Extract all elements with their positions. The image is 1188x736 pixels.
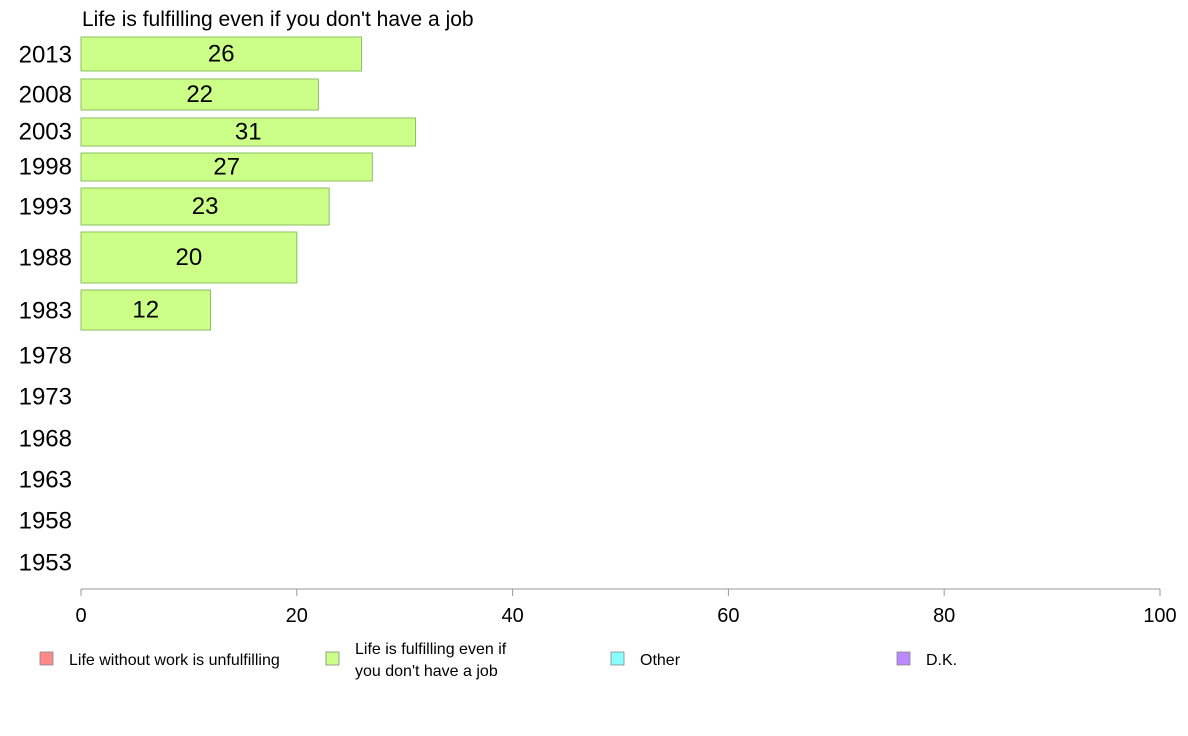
year-label-2008: 2008 [19, 82, 72, 109]
year-label-1983: 1983 [19, 298, 72, 325]
legend-label-line: you don't have a job [355, 663, 498, 680]
legend-swatch-2 [325, 651, 340, 666]
bar-1983 [80, 289, 211, 331]
bar-value-label-2008: 22 [186, 81, 213, 108]
legend-label-3: Other [640, 652, 681, 669]
legend: Life without work is unfulfilling Life is… [39, 641, 957, 680]
year-label-2013: 2013 [19, 42, 72, 69]
year-label-1988: 1988 [19, 245, 72, 272]
bar-value-label-1998: 27 [213, 154, 240, 181]
bar-2008 [80, 78, 319, 111]
legend-label-4: D.K. [926, 652, 957, 669]
legend-label-1: Life without work is unfulfilling [69, 652, 280, 669]
year-label-1953: 1953 [19, 550, 72, 577]
x-tick-label-40: 40 [501, 605, 523, 627]
x-tick-label-100: 100 [1143, 605, 1176, 627]
x-tick-label-80: 80 [933, 605, 955, 627]
bars-layer: 26 22 31 27 23 20 12 [80, 36, 416, 331]
year-label-1958: 1958 [19, 508, 72, 535]
x-tick-label-60: 60 [717, 605, 739, 627]
year-labels: 2013 2008 2003 1998 1993 1988 1983 1978 1973 1968… [19, 42, 72, 577]
bar-1998 [80, 152, 373, 182]
bar-2003 [80, 117, 416, 147]
x-tick-label-20: 20 [286, 605, 308, 627]
year-label-1978: 1978 [19, 343, 72, 370]
x-tick-label-0: 0 [75, 605, 86, 627]
bar-value-label-2013: 26 [208, 41, 235, 68]
chart-title: Life is fulfilling even if you don't hav… [82, 8, 474, 31]
x-axis: 0 20 40 60 80 100 [75, 588, 1177, 627]
bar-1993 [80, 187, 330, 226]
legend-swatch-3 [610, 651, 625, 666]
year-label-1993: 1993 [19, 194, 72, 221]
year-label-1963: 1963 [19, 467, 72, 494]
year-label-1968: 1968 [19, 426, 72, 453]
legend-label-2: Life is fulfilling even if you don't have… [355, 641, 507, 680]
year-label-2003: 2003 [19, 119, 72, 146]
legend-swatch-1 [39, 651, 54, 666]
bar-value-label-1993: 23 [192, 193, 219, 220]
legend-swatch-4 [896, 651, 911, 666]
bar-value-label-1983: 12 [132, 297, 159, 324]
year-label-1973: 1973 [19, 384, 72, 411]
bar-2013 [80, 36, 363, 72]
bar-value-label-2003: 31 [235, 119, 262, 146]
bar-1988 [80, 231, 298, 284]
year-label-1998: 1998 [19, 154, 72, 181]
legend-label-line: Life is fulfilling even if [355, 641, 507, 658]
bar-value-label-1988: 20 [176, 244, 203, 271]
